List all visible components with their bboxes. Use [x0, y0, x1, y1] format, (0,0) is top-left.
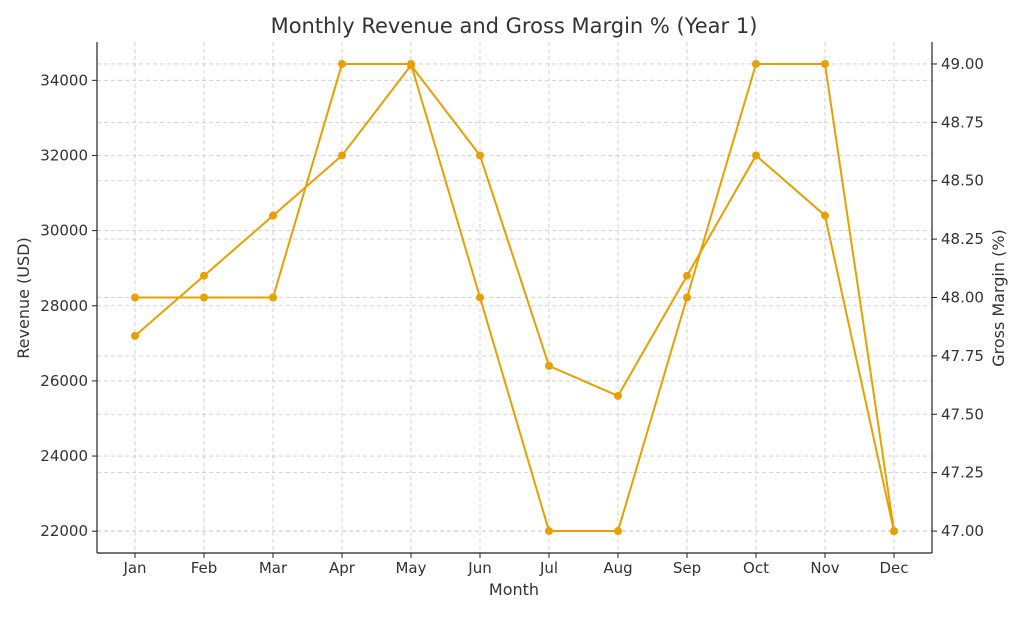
y2-tick-label: 47.00: [941, 522, 984, 540]
y-tick-label: 30000: [40, 222, 88, 240]
gross-margin-point: [269, 293, 277, 302]
y-tick-label: 26000: [40, 372, 88, 390]
revenue-point: [131, 331, 139, 340]
revenue-point: [338, 151, 346, 160]
revenue-point: [752, 151, 760, 160]
x-tick-label: Nov: [810, 559, 839, 577]
revenue-point: [821, 211, 829, 220]
y2-tick-label: 48.75: [941, 113, 984, 131]
y2-tick-label: 47.50: [941, 405, 984, 423]
y2-tick-label: 47.75: [941, 347, 984, 365]
y-tick-label: 32000: [40, 146, 88, 164]
revenue-point: [476, 151, 484, 160]
y2-tick-label: 49.00: [941, 55, 984, 73]
revenue-point: [200, 271, 208, 280]
y2-tick-label: 48.25: [941, 230, 984, 248]
y2-tick-label: 48.00: [941, 289, 984, 307]
gross-margin-point: [407, 59, 415, 68]
gross-margin-point: [200, 293, 208, 302]
y-tick-label: 34000: [40, 71, 88, 89]
gross-margin-point: [545, 527, 553, 536]
y2-tick-label: 48.50: [941, 172, 984, 190]
gross-margin-point: [338, 59, 346, 68]
x-tick-label: Dec: [879, 559, 908, 577]
y-tick-label: 22000: [40, 522, 88, 540]
x-tick-label: Jun: [467, 559, 491, 577]
x-tick-label: Sep: [673, 559, 701, 577]
chart-title: Monthly Revenue and Gross Margin % (Year…: [271, 14, 758, 38]
y-tick-label: 28000: [40, 297, 88, 315]
gross-margin-point: [752, 59, 760, 68]
revenue-point: [683, 271, 691, 280]
revenue-point: [269, 211, 277, 220]
x-tick-label: Jan: [122, 559, 146, 577]
x-tick-label: May: [395, 559, 426, 577]
gross-margin-point: [614, 527, 622, 536]
gross-margin-point: [476, 293, 484, 302]
x-tick-label: Oct: [743, 559, 769, 577]
gross-margin-point: [821, 59, 829, 68]
x-tick-label: Apr: [329, 559, 356, 577]
y2-axis-label: Gross Margin (%): [989, 229, 1008, 367]
y2-tick-label: 47.25: [941, 464, 984, 482]
gross-margin-point: [131, 293, 139, 302]
revenue-line: [134, 63, 895, 532]
x-tick-label: Jul: [539, 559, 558, 577]
x-tick-label: Feb: [191, 559, 218, 577]
gross-margin-point: [683, 293, 691, 302]
x-tick-label: Aug: [603, 559, 632, 577]
gross-margin-line: [135, 62, 895, 533]
revenue-point: [614, 391, 622, 400]
gross-margin-point: [890, 527, 898, 536]
y-tick-label: 24000: [40, 447, 88, 465]
x-axis-label: Month: [489, 580, 539, 599]
y-axis-label: Revenue (USD): [14, 237, 33, 358]
x-tick-label: Mar: [259, 559, 288, 577]
revenue-point: [545, 361, 553, 370]
